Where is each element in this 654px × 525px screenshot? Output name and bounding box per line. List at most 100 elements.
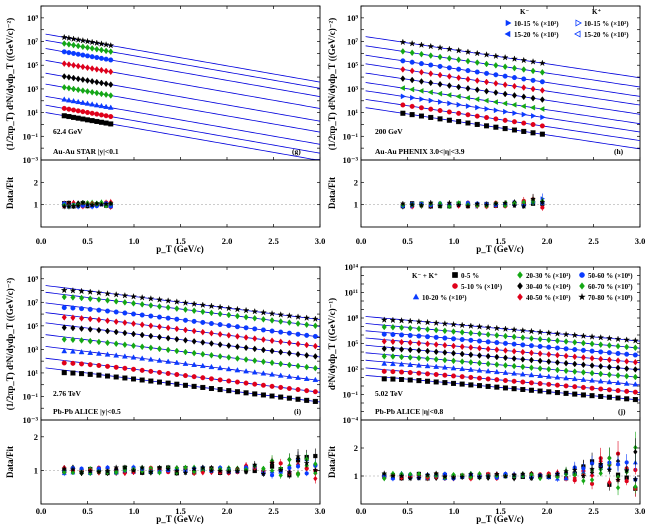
data-point — [474, 69, 480, 75]
data-point — [70, 41, 77, 49]
data-point — [589, 377, 595, 383]
data-point — [546, 365, 552, 373]
data-point — [546, 381, 552, 387]
data-point — [130, 342, 137, 350]
data-point — [260, 358, 266, 366]
data-point — [79, 337, 85, 344]
data-point — [174, 381, 180, 387]
data-point — [113, 352, 120, 358]
data-point — [623, 380, 630, 386]
data-point — [539, 123, 545, 129]
data-point — [226, 378, 232, 384]
data-point — [459, 358, 465, 365]
data-point — [70, 61, 77, 69]
y-tick-label: 10⁻³ — [22, 415, 38, 425]
legend-item-label: 70-80 % (×10⁸) — [588, 294, 633, 302]
data-point — [624, 365, 630, 372]
data-point — [484, 323, 492, 331]
ratio-y-tick-label: 2 — [354, 443, 358, 453]
data-point — [225, 304, 233, 312]
data-point — [390, 353, 396, 360]
data-point — [459, 365, 466, 372]
data-point — [407, 324, 413, 332]
data-point — [312, 467, 319, 473]
data-point — [428, 114, 434, 120]
data-point — [390, 376, 396, 382]
legend-marker — [517, 293, 523, 301]
spectra-ylabel: (1/2πp_T) d²N/dydp_T ((GeV/c)⁻²) — [5, 18, 15, 150]
data-point — [502, 199, 509, 206]
data-point — [537, 350, 543, 357]
data-point — [113, 374, 119, 380]
x-tick-label: 2.5 — [268, 236, 279, 246]
data-point — [580, 473, 587, 479]
data-point — [465, 75, 471, 83]
data-point — [104, 468, 111, 474]
data-point — [75, 98, 82, 105]
data-point — [69, 287, 77, 294]
data-point — [545, 373, 552, 379]
panel-tag: (i) — [294, 407, 302, 416]
data-point — [278, 472, 283, 479]
data-point — [269, 337, 275, 345]
data-point — [208, 321, 214, 327]
data-point — [632, 366, 638, 373]
data-point — [400, 93, 407, 100]
energy-label: 62.4 GeV — [53, 127, 83, 136]
legend-j: K⁻ + K⁺ 0-5 % 20-30 % (×10³) 50-60 % (×1… — [412, 271, 633, 302]
data-point — [530, 85, 536, 93]
data-point — [456, 101, 462, 108]
data-point — [540, 114, 546, 121]
data-point — [511, 127, 517, 133]
data-point — [61, 84, 67, 91]
data-point — [529, 104, 536, 111]
data-point — [113, 318, 119, 326]
data-point — [400, 48, 406, 55]
data-point — [572, 360, 578, 368]
x-tick-label: 2.5 — [588, 506, 599, 516]
data-point — [70, 469, 76, 476]
data-point — [304, 332, 310, 338]
data-point — [475, 104, 481, 111]
data-point — [398, 361, 405, 367]
data-point — [606, 466, 613, 473]
data-point — [511, 92, 518, 99]
data-point — [447, 100, 453, 107]
data-point — [70, 360, 76, 366]
data-point — [400, 102, 406, 108]
legend-marker — [579, 282, 585, 290]
data-point — [520, 56, 528, 64]
data-point — [530, 122, 536, 128]
ratio-frame — [360, 419, 641, 505]
ratio-y-tick-label: 1 — [34, 200, 38, 210]
data-point — [546, 344, 552, 350]
fit-curve — [365, 359, 641, 386]
data-point — [139, 312, 145, 318]
data-point — [521, 128, 527, 134]
data-point — [96, 372, 102, 378]
data-point — [580, 347, 586, 353]
data-point — [540, 205, 545, 210]
data-point — [122, 299, 128, 306]
x-tick-label: 0.0 — [36, 506, 47, 516]
data-point — [295, 362, 301, 370]
data-point — [61, 314, 67, 321]
data-point — [410, 94, 416, 101]
data-point — [269, 359, 275, 367]
data-point — [476, 330, 483, 338]
data-point — [312, 353, 318, 360]
data-point — [108, 121, 114, 127]
data-point — [381, 470, 388, 477]
data-point — [398, 472, 405, 479]
data-point — [407, 346, 413, 354]
data-point — [539, 131, 545, 137]
data-point — [75, 115, 81, 121]
y-tick-label: 10⁹ — [27, 13, 39, 23]
data-point — [436, 44, 444, 51]
data-point — [493, 72, 499, 78]
data-point — [441, 364, 448, 370]
data-point — [632, 352, 638, 358]
data-point — [433, 326, 439, 334]
data-point — [104, 317, 111, 325]
y-tick-label: 10⁹ — [27, 274, 39, 284]
